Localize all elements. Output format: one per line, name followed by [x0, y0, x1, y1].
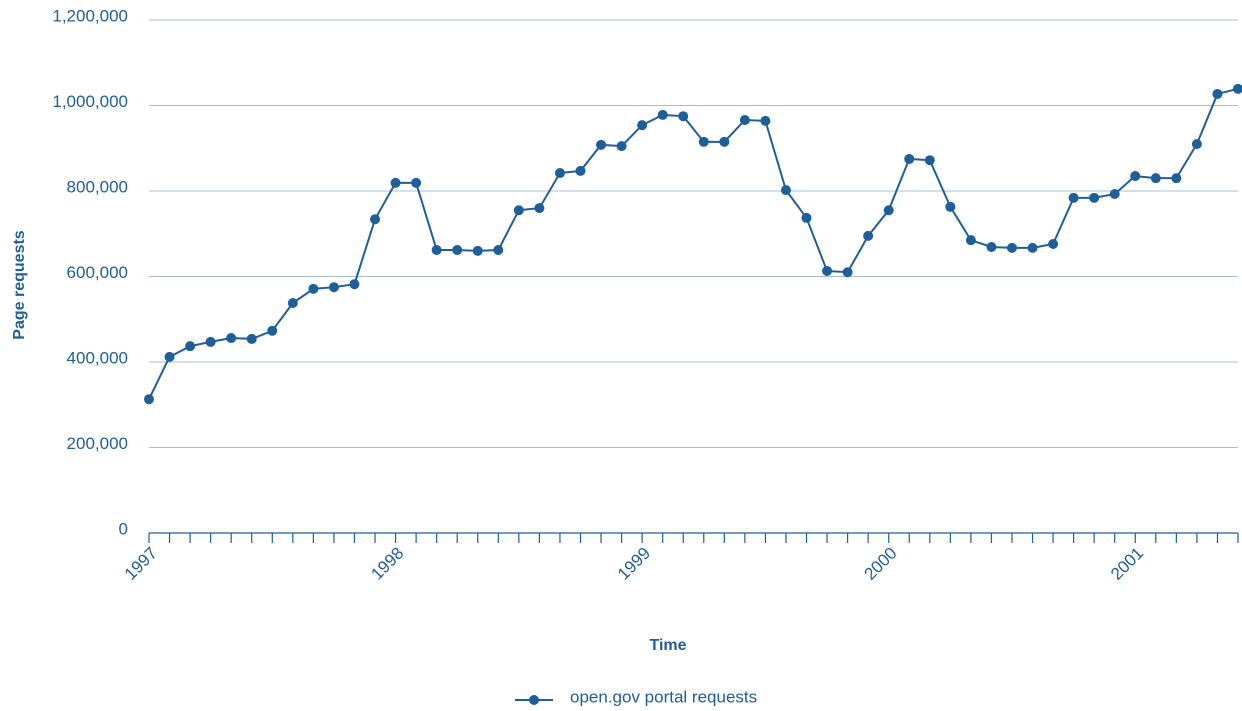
data-point	[493, 244, 504, 255]
data-point	[698, 136, 709, 147]
x-axis-title: Time	[649, 637, 686, 654]
data-point	[1171, 173, 1182, 184]
y-tick-label: 200,000	[67, 434, 128, 453]
data-point	[596, 139, 607, 150]
data-point	[678, 111, 689, 122]
data-point	[349, 279, 360, 290]
y-tick-label: 400,000	[67, 348, 128, 367]
x-tick-label: 1999	[614, 544, 654, 584]
data-point	[328, 282, 339, 293]
data-point	[739, 115, 750, 126]
data-point	[842, 267, 853, 278]
data-point	[1048, 239, 1059, 250]
data-point	[554, 168, 565, 179]
y-tick-label: 1,200,000	[52, 6, 128, 25]
data-point	[801, 212, 812, 223]
data-point	[575, 165, 586, 176]
data-point	[904, 153, 915, 164]
data-point	[246, 333, 257, 344]
x-tick-label: 1997	[121, 544, 161, 584]
data-point	[308, 283, 319, 294]
data-point	[1109, 188, 1120, 199]
data-point	[945, 201, 956, 212]
data-point	[205, 336, 216, 347]
data-point	[1233, 83, 1242, 94]
data-point	[1191, 138, 1202, 149]
data-point	[1130, 171, 1141, 182]
data-point	[1089, 192, 1100, 203]
x-tick-label: 2001	[1107, 544, 1147, 584]
data-point	[185, 341, 196, 352]
data-point	[780, 185, 791, 196]
data-point	[657, 109, 668, 120]
data-point	[1150, 173, 1161, 184]
data-point	[616, 141, 627, 152]
data-point	[534, 203, 545, 214]
data-point	[513, 205, 524, 216]
x-tick-label: 2000	[861, 544, 901, 584]
data-point	[822, 265, 833, 276]
y-tick-label: 0	[119, 519, 128, 538]
series-line	[148, 87, 1239, 400]
data-point	[411, 177, 422, 188]
data-point	[1068, 192, 1079, 203]
x-tick-label: 1998	[367, 544, 407, 584]
data-point	[719, 136, 730, 147]
data-point	[924, 155, 935, 166]
y-tick-label: 600,000	[67, 263, 128, 282]
data-point	[164, 351, 175, 362]
y-tick-label: 1,000,000	[52, 92, 128, 111]
data-point	[637, 120, 648, 131]
data-point	[267, 325, 278, 336]
data-point	[144, 394, 154, 405]
data-point	[863, 230, 874, 241]
data-point	[1027, 242, 1038, 253]
data-point	[965, 235, 976, 246]
data-point	[760, 115, 771, 126]
y-tick-label: 800,000	[67, 177, 128, 196]
legend-marker	[529, 695, 539, 705]
data-point	[431, 244, 442, 255]
data-point	[452, 244, 463, 255]
data-point	[370, 214, 381, 225]
data-point	[226, 333, 237, 344]
y-axis-title: Page requests	[11, 230, 28, 339]
data-point	[986, 242, 997, 253]
legend-label: open.gov portal requests	[570, 687, 757, 706]
data-point	[472, 245, 483, 256]
data-point	[390, 177, 401, 188]
data-point	[883, 205, 894, 216]
data-point	[287, 298, 298, 309]
data-point	[1006, 242, 1017, 253]
data-point	[1212, 88, 1223, 99]
